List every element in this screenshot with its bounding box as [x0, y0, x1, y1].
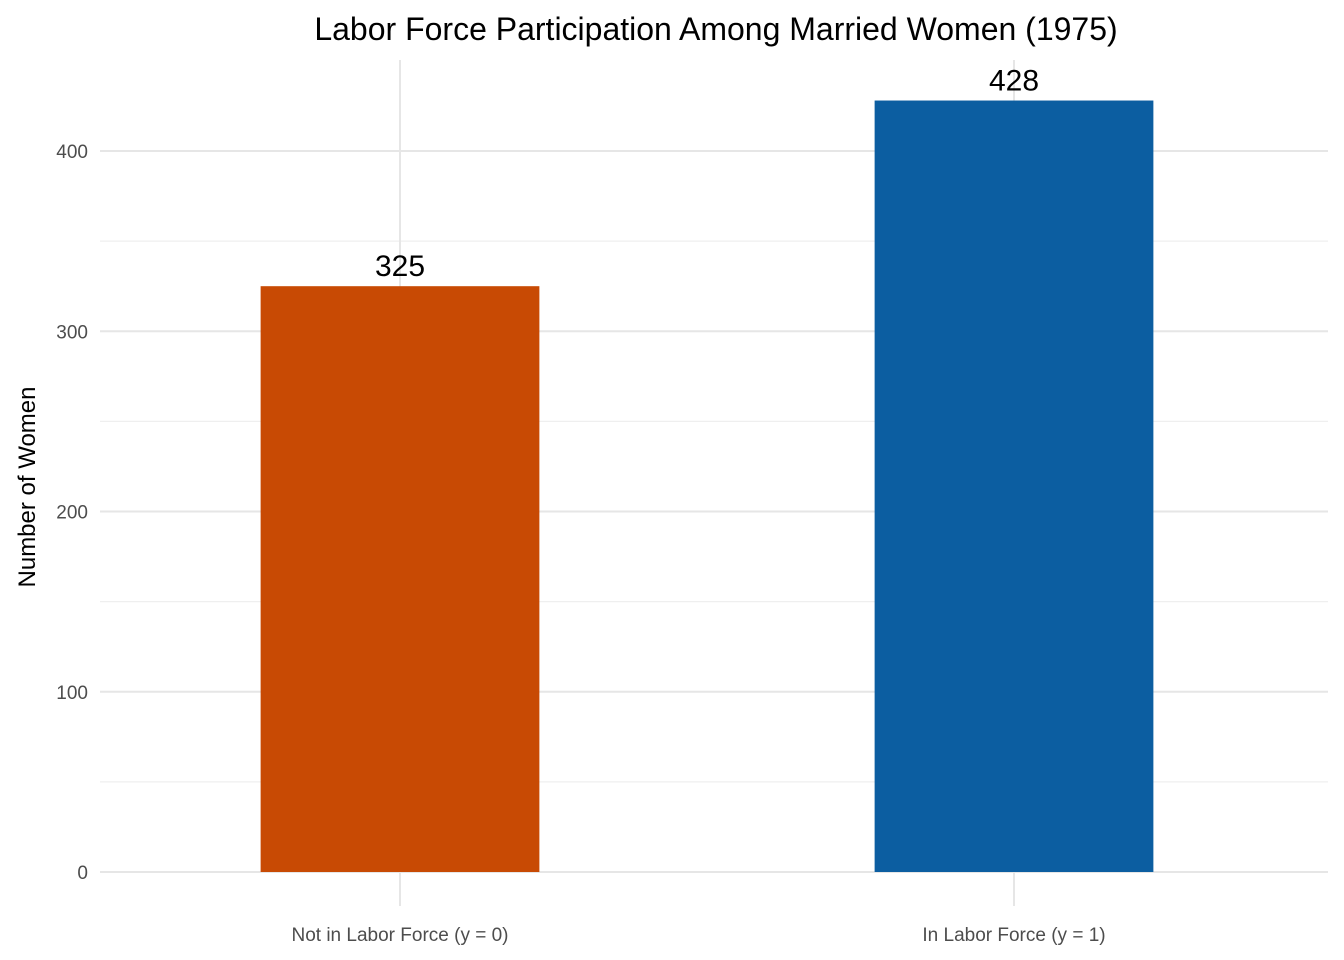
bar-1 [260, 286, 540, 872]
chart-title: Labor Force Participation Among Married … [314, 11, 1117, 47]
axis-ticks: 0 100 200 300 400 Not in Labor Force (y = 0) I… [56, 142, 1105, 946]
bar-value-label: 428 [989, 65, 1039, 98]
y-tick-label: 300 [56, 322, 88, 343]
y-tick-label: 400 [56, 142, 88, 163]
bar-2 [874, 100, 1154, 872]
data-labels: 325 428 [375, 65, 1039, 284]
x-tick-label: In Labor Force (y = 1) [922, 925, 1105, 946]
bar-value-label: 325 [375, 250, 425, 283]
x-tick-label: Not in Labor Force (y = 0) [291, 925, 508, 946]
y-tick-label: 200 [56, 503, 88, 524]
y-tick-label: 0 [77, 863, 88, 884]
bars [260, 100, 1154, 872]
y-tick-label: 100 [56, 683, 88, 704]
y-axis-title: Number of Women [14, 387, 41, 588]
